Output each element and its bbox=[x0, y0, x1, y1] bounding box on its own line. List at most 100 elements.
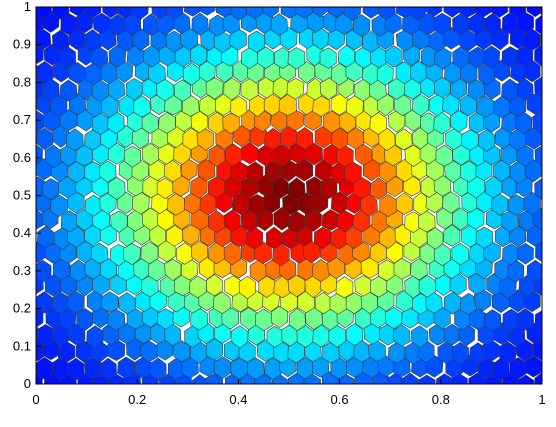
heatmap-cell bbox=[84, 30, 101, 52]
x-tick-label: 0.2 bbox=[128, 392, 146, 407]
heatmap-cell bbox=[410, 390, 427, 412]
heatmap-cell bbox=[549, 12, 556, 33]
heatmap-cell bbox=[543, 292, 556, 314]
heatmap-cell bbox=[544, 323, 556, 345]
y-tick-label: 0 bbox=[24, 376, 31, 391]
heatmap-cell bbox=[550, 0, 556, 4]
heatmap-cell bbox=[548, 175, 556, 197]
y-tick-label: 0.9 bbox=[13, 37, 31, 52]
heatmap-cell bbox=[208, 211, 225, 233]
heatmap-cell bbox=[266, 391, 283, 413]
heatmap-cell bbox=[314, 389, 330, 411]
heatmap-cell bbox=[516, 0, 533, 2]
heatmap-cell bbox=[36, 292, 53, 313]
heatmap-cell bbox=[444, 0, 461, 17]
heatmap-cell bbox=[265, 128, 282, 149]
heatmap-cell bbox=[396, 193, 413, 215]
heatmap-cell bbox=[241, 143, 258, 164]
heatmap-cell bbox=[542, 259, 556, 281]
heatmap-cell bbox=[542, 195, 556, 216]
heatmap-cell bbox=[518, 375, 534, 396]
x-tick-label: 0.6 bbox=[331, 392, 349, 407]
heatmap-cell bbox=[552, 307, 556, 329]
heatmap-cell bbox=[67, 391, 84, 413]
heatmap-cell bbox=[119, 293, 136, 315]
heatmap-cell bbox=[19, 126, 35, 148]
heatmap-cell bbox=[396, 129, 413, 150]
heatmap-cell bbox=[548, 45, 556, 67]
heatmap-cell bbox=[13, 241, 30, 263]
x-tick-label: 0 bbox=[32, 392, 39, 407]
heatmap-cell bbox=[551, 273, 556, 295]
heatmap-cell bbox=[543, 355, 556, 377]
heatmap-cell bbox=[550, 145, 556, 167]
heatmap-cell bbox=[470, 0, 487, 2]
heatmap-cell bbox=[363, 0, 380, 18]
heatmap-cell bbox=[549, 243, 556, 265]
y-tick-label: 0.8 bbox=[13, 74, 31, 89]
x-tick-label: 0.4 bbox=[229, 392, 247, 407]
heatmap-cell bbox=[370, 178, 387, 200]
heatmap-cell bbox=[86, 390, 103, 412]
heatmap-cell bbox=[101, 292, 118, 313]
y-tick-label: 0.4 bbox=[13, 225, 31, 240]
heatmap-cell bbox=[338, 0, 355, 1]
heatmap-cell bbox=[419, 0, 436, 2]
heatmap-cell bbox=[12, 13, 29, 35]
heatmap-cell bbox=[362, 388, 378, 410]
heatmap-cell bbox=[297, 389, 313, 410]
heatmap-cell bbox=[37, 325, 54, 346]
heatmap-cell bbox=[517, 243, 534, 264]
heatmap-cell bbox=[60, 80, 77, 101]
y-tick-label: 0.2 bbox=[13, 301, 31, 316]
heatmap-cell bbox=[241, 0, 258, 1]
heatmap-cell bbox=[543, 227, 556, 249]
y-tick-label: 0.3 bbox=[13, 263, 31, 278]
x-tick-label: 0.8 bbox=[432, 392, 450, 407]
heatmap-cell bbox=[167, 194, 184, 216]
y-tick-label: 1 bbox=[24, 0, 31, 14]
heatmap-cell bbox=[322, 210, 339, 231]
heatmap-cell bbox=[387, 0, 404, 1]
heatmap-cell bbox=[551, 208, 556, 229]
hex-cells-layer bbox=[10, 0, 556, 413]
heatmap-cell bbox=[436, 0, 453, 3]
heatmap-cell bbox=[551, 372, 556, 394]
y-tick-label: 0.5 bbox=[13, 188, 31, 203]
heatmap-cell bbox=[533, 0, 550, 1]
heatmap-cell bbox=[184, 389, 201, 411]
heatmap-cell bbox=[355, 276, 372, 297]
heatmap-cell bbox=[192, 375, 208, 397]
x-tick-label: 1 bbox=[538, 392, 545, 407]
heatmap-cell bbox=[549, 77, 556, 99]
heatmap-cell bbox=[475, 391, 492, 413]
y-tick-label: 0.1 bbox=[13, 338, 31, 353]
heatmap-cell bbox=[150, 358, 166, 380]
heatmap-cell bbox=[542, 95, 556, 118]
heatmap-cell bbox=[541, 28, 556, 51]
heatmap-cell bbox=[377, 391, 393, 413]
heatmap-cell bbox=[247, 387, 264, 409]
heatmap-cell bbox=[45, 0, 62, 3]
heatmap-cell bbox=[507, 391, 524, 412]
heatmap-cell bbox=[12, 275, 29, 296]
heatmap-cell bbox=[501, 0, 518, 2]
heatmap-cell bbox=[352, 0, 369, 3]
heatmap-cell bbox=[271, 0, 288, 2]
heatmap-cell bbox=[70, 260, 87, 282]
heatmap-cell bbox=[550, 112, 556, 134]
heatmap-cell bbox=[200, 389, 217, 411]
heatmap-cell bbox=[491, 392, 507, 413]
heatmap-cell bbox=[176, 0, 193, 4]
y-tick-label: 0.6 bbox=[13, 150, 31, 165]
heatmap-cell bbox=[550, 342, 556, 363]
heatmap-cell bbox=[208, 0, 225, 2]
heatmap-cell bbox=[336, 277, 353, 298]
heatmap-cell bbox=[404, 0, 421, 4]
heatmap-cell bbox=[53, 390, 69, 411]
heatmap-cell bbox=[484, 310, 501, 331]
heatmap-cell bbox=[541, 130, 556, 151]
heatmap-cell bbox=[436, 145, 453, 166]
